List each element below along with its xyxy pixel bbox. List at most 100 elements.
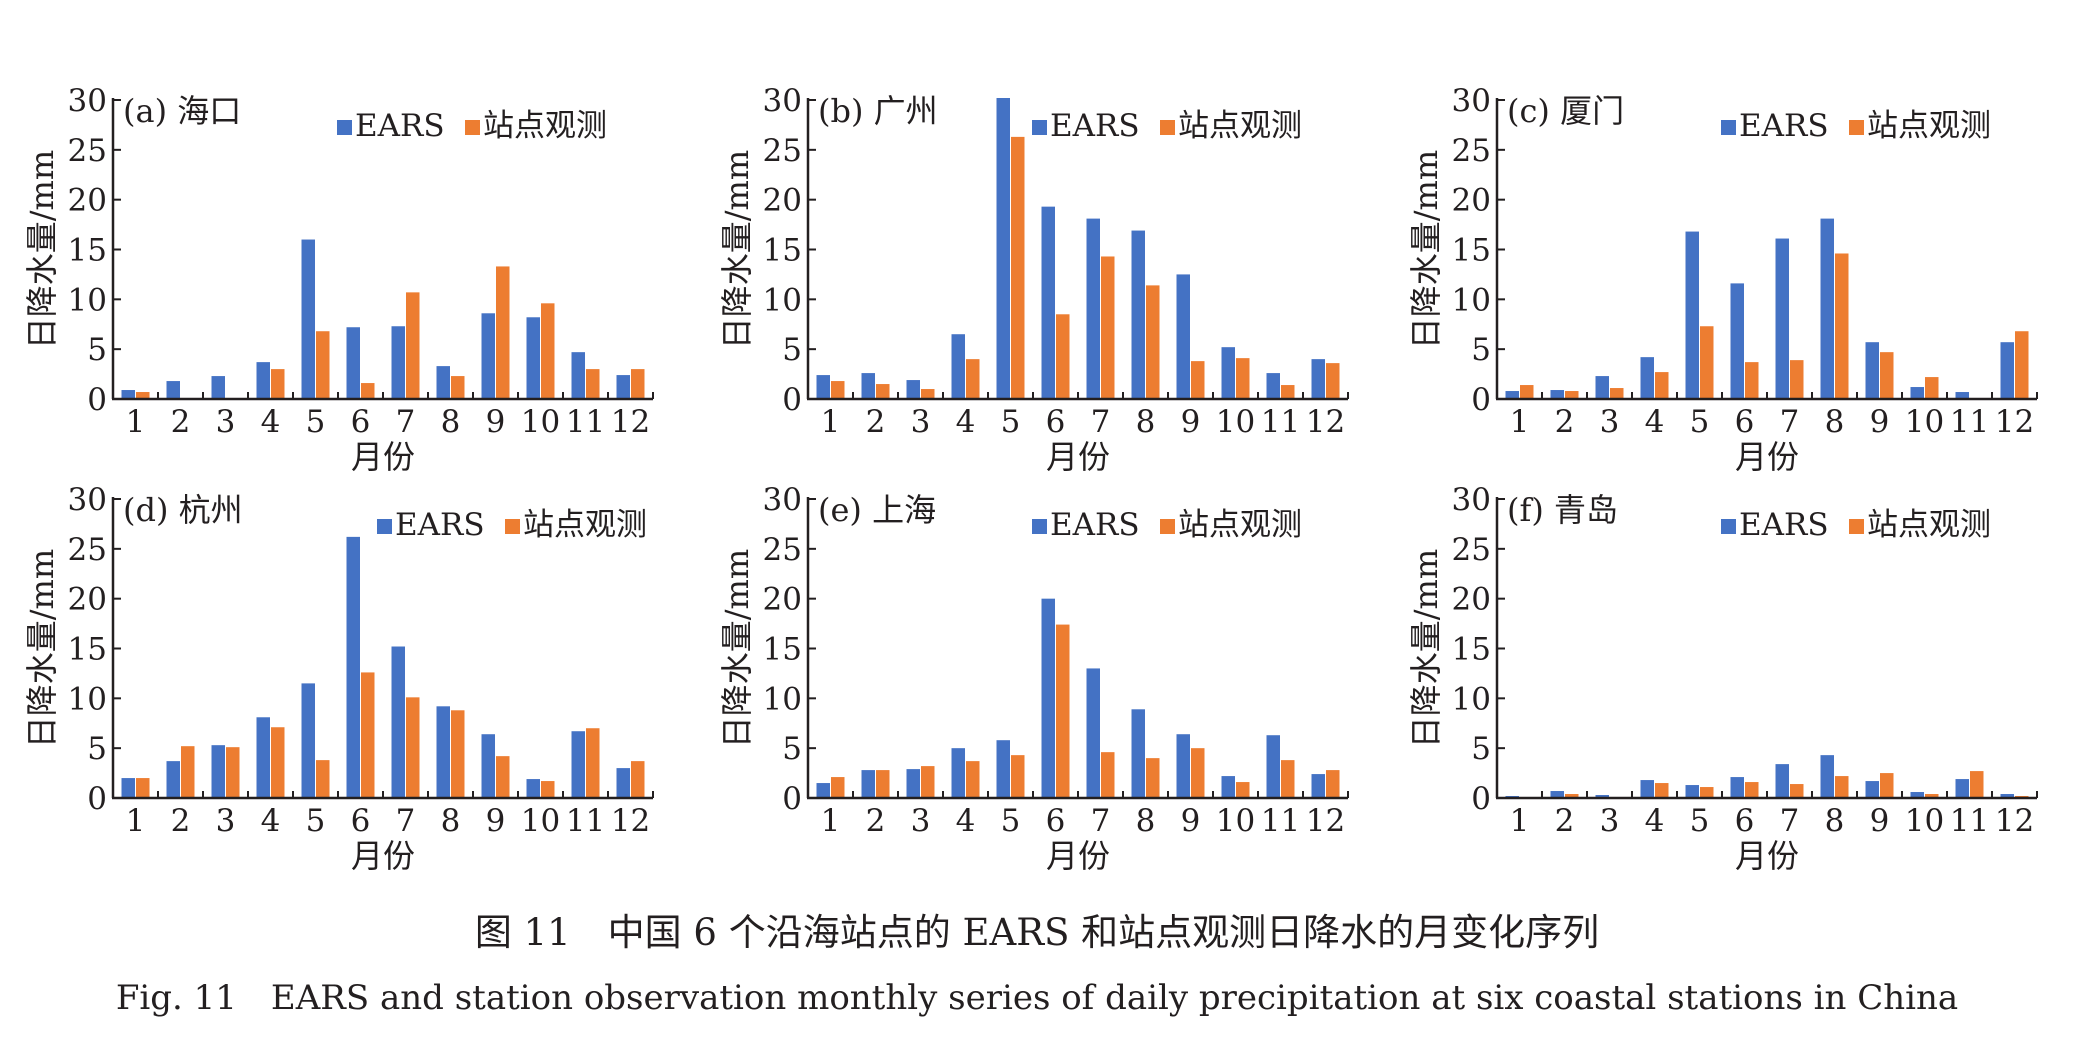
panel-title: (f) 青岛 bbox=[1507, 491, 1618, 529]
y-tick-label: 5 bbox=[782, 332, 802, 368]
bar-station bbox=[496, 756, 510, 798]
x-tick-label: 12 bbox=[1995, 404, 2034, 440]
bar-station bbox=[876, 384, 890, 399]
y-axis-label: 日降水量/mm bbox=[718, 150, 756, 349]
x-tick-label: 9 bbox=[1181, 404, 1201, 440]
legend-label-ears: EARS bbox=[1739, 507, 1829, 543]
bar-ears bbox=[616, 375, 630, 399]
bar-ears bbox=[481, 313, 495, 399]
x-tick-label: 6 bbox=[1735, 803, 1755, 839]
x-tick-label: 1 bbox=[1510, 803, 1530, 839]
bar-ears bbox=[166, 761, 180, 798]
bar-station bbox=[631, 761, 645, 798]
y-tick-label: 10 bbox=[68, 282, 107, 318]
bar-ears bbox=[301, 239, 315, 399]
x-tick-label: 1 bbox=[126, 404, 146, 440]
bar-station bbox=[1880, 773, 1894, 798]
x-tick-label: 8 bbox=[1825, 803, 1845, 839]
bar-ears bbox=[1221, 776, 1235, 798]
bar-station bbox=[406, 697, 420, 798]
bar-station bbox=[1745, 782, 1759, 798]
x-tick-label: 12 bbox=[1995, 803, 2034, 839]
bar-ears bbox=[1685, 785, 1699, 798]
bar-station bbox=[2015, 331, 2029, 399]
bar-ears bbox=[1775, 238, 1789, 399]
bar-ears bbox=[816, 783, 830, 798]
x-tick-label: 9 bbox=[1870, 404, 1890, 440]
bar-station bbox=[1700, 326, 1714, 399]
bar-station bbox=[181, 746, 195, 798]
bar-ears bbox=[1955, 779, 1969, 798]
bar-ears bbox=[391, 326, 405, 399]
bar-ears bbox=[571, 352, 585, 399]
bar-station bbox=[1520, 385, 1534, 399]
y-tick-label: 30 bbox=[68, 482, 107, 518]
x-tick-label: 7 bbox=[1091, 803, 1111, 839]
y-axis-label: 日降水量/mm bbox=[1407, 549, 1445, 748]
x-tick-label: 12 bbox=[611, 803, 650, 839]
x-tick-label: 4 bbox=[261, 803, 281, 839]
bar-station bbox=[631, 369, 645, 399]
legend-label-ears: EARS bbox=[395, 507, 485, 543]
bar-station bbox=[1281, 760, 1295, 798]
y-axis-label: 日降水量/mm bbox=[718, 549, 756, 748]
y-tick-label: 25 bbox=[1452, 133, 1491, 169]
bar-ears bbox=[121, 778, 135, 798]
bar-station bbox=[1236, 358, 1250, 399]
x-tick-label: 12 bbox=[1306, 404, 1345, 440]
y-tick-label: 30 bbox=[1452, 482, 1491, 518]
bar-ears bbox=[1865, 342, 1879, 399]
bar-station bbox=[586, 728, 600, 798]
y-axis-label: 日降水量/mm bbox=[23, 549, 61, 748]
x-tick-label: 12 bbox=[611, 404, 650, 440]
bar-station bbox=[541, 781, 555, 798]
bar-station bbox=[136, 778, 150, 798]
bar-station bbox=[1790, 360, 1804, 399]
bar-ears bbox=[256, 362, 270, 399]
x-tick-label: 6 bbox=[351, 404, 371, 440]
x-tick-label: 3 bbox=[1600, 404, 1620, 440]
legend-label-station: 站点观测 bbox=[1178, 108, 1302, 144]
bar-station bbox=[1146, 758, 1160, 798]
x-tick-label: 1 bbox=[1510, 404, 1530, 440]
bar-ears bbox=[1910, 792, 1924, 798]
bar-station bbox=[1326, 770, 1340, 798]
legend-swatch-station bbox=[1849, 519, 1864, 534]
x-axis-label: 月份 bbox=[351, 837, 415, 875]
x-tick-label: 9 bbox=[486, 404, 506, 440]
bar-station bbox=[271, 369, 285, 399]
x-tick-label: 8 bbox=[1136, 404, 1156, 440]
y-tick-label: 10 bbox=[1452, 282, 1491, 318]
x-tick-label: 11 bbox=[566, 803, 605, 839]
y-tick-label: 5 bbox=[87, 731, 107, 767]
legend-swatch-ears bbox=[377, 519, 392, 534]
y-tick-label: 20 bbox=[763, 582, 802, 618]
legend-swatch-ears bbox=[1032, 519, 1047, 534]
x-tick-label: 6 bbox=[351, 803, 371, 839]
bar-station bbox=[1565, 391, 1579, 399]
bar-station bbox=[876, 770, 890, 798]
x-tick-label: 5 bbox=[1001, 803, 1021, 839]
y-tick-label: 15 bbox=[68, 632, 107, 668]
bar-ears bbox=[1041, 206, 1055, 399]
bar-station bbox=[226, 747, 240, 798]
x-tick-label: 6 bbox=[1735, 404, 1755, 440]
bar-ears bbox=[1685, 231, 1699, 399]
bar-station bbox=[921, 389, 935, 399]
x-tick-label: 2 bbox=[866, 803, 886, 839]
x-tick-label: 1 bbox=[821, 803, 841, 839]
legend-swatch-station bbox=[1849, 120, 1864, 135]
x-tick-label: 8 bbox=[1825, 404, 1845, 440]
bar-ears bbox=[166, 381, 180, 399]
x-tick-label: 12 bbox=[1306, 803, 1345, 839]
bar-station bbox=[316, 331, 330, 399]
x-tick-label: 2 bbox=[1555, 803, 1575, 839]
x-tick-label: 5 bbox=[306, 803, 326, 839]
legend-label-station: 站点观测 bbox=[523, 507, 647, 543]
x-tick-label: 7 bbox=[1780, 404, 1800, 440]
x-tick-label: 4 bbox=[1645, 803, 1665, 839]
bar-ears bbox=[481, 734, 495, 798]
panel-title: (e) 上海 bbox=[818, 491, 936, 529]
x-tick-label: 3 bbox=[216, 404, 236, 440]
